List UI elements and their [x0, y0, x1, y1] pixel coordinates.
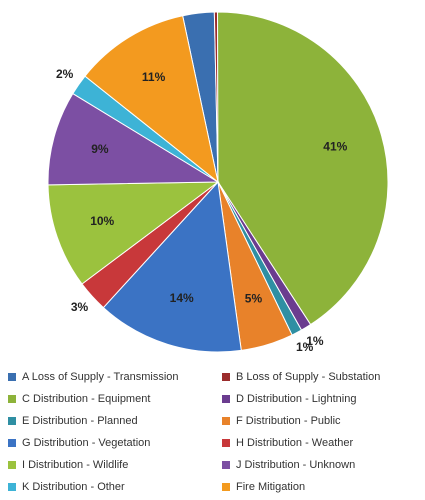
- legend-swatch: [8, 417, 16, 425]
- legend-label: H Distribution - Weather: [236, 437, 354, 449]
- slice-label: 1%: [306, 334, 324, 348]
- slice-label: 3%: [188, 0, 206, 2]
- legend-label: E Distribution - Planned: [22, 415, 138, 427]
- legend-swatch: [8, 483, 16, 491]
- legend-swatch: [222, 439, 230, 447]
- legend-swatch: [222, 395, 230, 403]
- legend-label: A Loss of Supply - Transmission: [22, 371, 179, 383]
- legend-label: D Distribution - Lightning: [236, 393, 356, 405]
- pie-slice: [102, 180, 242, 353]
- slice-label: 11%: [142, 70, 166, 84]
- slice-label: 2%: [56, 67, 74, 81]
- legend-swatch: [8, 439, 16, 447]
- legend-label: J Distribution - Unknown: [236, 459, 355, 471]
- legend-swatch: [8, 461, 16, 469]
- legend-label: B Loss of Supply - Substation: [236, 371, 380, 383]
- slice-label: 3%: [71, 300, 89, 314]
- legend-swatch: [8, 395, 16, 403]
- pie-slice: [47, 92, 220, 186]
- pie-slice: [47, 181, 220, 285]
- slice-label: 41%: [323, 139, 347, 153]
- legend-swatch: [8, 373, 16, 381]
- legend-swatch: [222, 461, 230, 469]
- slice-label: 9%: [91, 142, 109, 156]
- legend-label: F Distribution - Public: [236, 415, 341, 427]
- slice-label: 5%: [245, 291, 263, 305]
- slice-label: 1%: [296, 340, 314, 354]
- legend-swatch: [222, 417, 230, 425]
- legend-label: G Distribution - Vegetation: [22, 437, 150, 449]
- legend-label: K Distribution - Other: [22, 481, 125, 493]
- legend-swatch: [222, 373, 230, 381]
- legend-label: I Distribution - Wildlife: [22, 459, 128, 471]
- pie-slice: [84, 15, 219, 184]
- slice-label: 10%: [90, 214, 114, 228]
- slice-label: 14%: [170, 291, 194, 305]
- legend-swatch: [222, 483, 230, 491]
- legend-label: Fire Mitigation: [236, 481, 305, 493]
- legend-label: C Distribution - Equipment: [22, 393, 150, 405]
